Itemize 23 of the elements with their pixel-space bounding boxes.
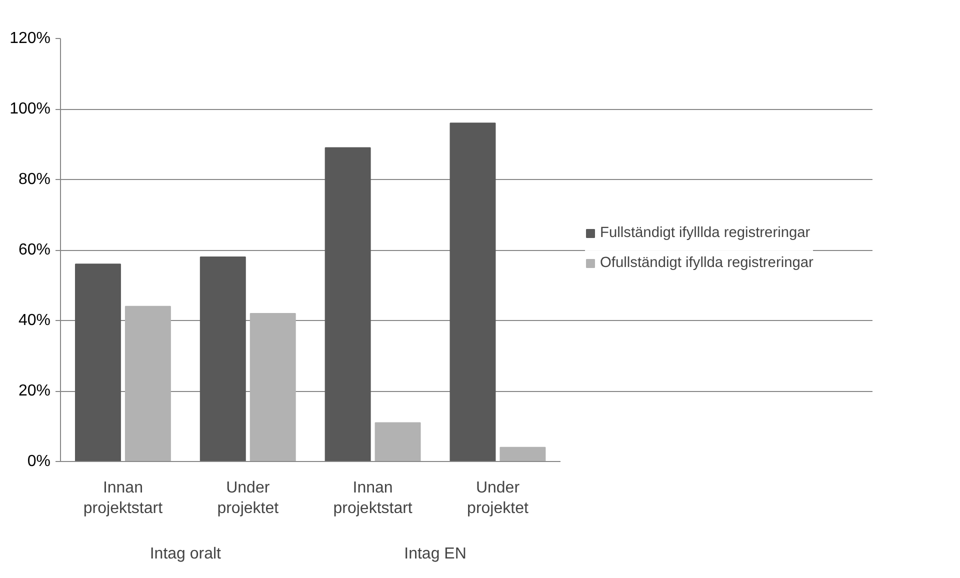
text: Intag oralt: [150, 546, 222, 562]
bar: [250, 312, 296, 462]
y-tick-label: 80%: [18, 171, 51, 188]
x-tick-label: Under projektet: [217, 480, 280, 517]
legend-label: Fullständigt ifylllda registreringar: [600, 225, 810, 241]
y-tick-label: 20%: [18, 382, 51, 400]
x-tick-label: Under projektet: [467, 480, 529, 517]
y-tick-label: 40%: [18, 312, 51, 329]
bar: [200, 256, 246, 462]
bar: [124, 306, 171, 462]
y-tick-label: 120%: [10, 30, 50, 47]
bar: [374, 422, 421, 462]
bar: [74, 264, 121, 462]
legend-label: Ofullständigt ifyllda registreringar: [600, 255, 814, 271]
y-tick-label: 100%: [10, 100, 50, 118]
y-tick-label: 60%: [18, 242, 51, 258]
x-tick-label: Innan projektstart: [333, 480, 413, 517]
text: Intag EN: [404, 546, 466, 562]
bar: [450, 122, 496, 462]
x-tick-label: Innan projektstart: [83, 480, 164, 517]
y-tick-label: 0%: [27, 453, 50, 470]
bar: [324, 147, 371, 462]
bar: [500, 446, 546, 462]
